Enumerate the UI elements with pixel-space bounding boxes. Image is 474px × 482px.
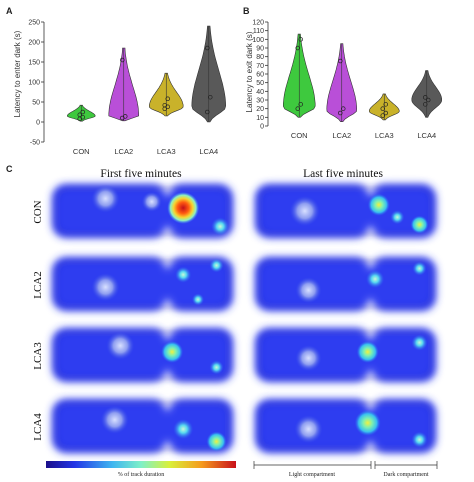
y-tick-label-a: -50: [30, 140, 40, 147]
y-tick-label-b: 110: [253, 28, 264, 35]
data-point-b: [423, 102, 428, 107]
y-tick-label-b: 80: [256, 54, 264, 61]
data-point-a: [122, 114, 128, 119]
y-tick-label-b: 70: [256, 63, 264, 70]
category-label-lca4-b: LCA4: [417, 131, 436, 140]
data-point-a: [205, 45, 210, 51]
data-point-a: [165, 96, 171, 102]
heatmap-cell-lca3-first: [52, 328, 234, 382]
y-axis-label-a: Latency to enter dark (s): [13, 30, 22, 117]
category-label-lca3-b: LCA3: [375, 131, 394, 140]
data-point-a: [162, 102, 168, 108]
heatmap-grid: First five minutes Last five minutes CON…: [32, 168, 438, 478]
data-point-b: [338, 58, 343, 64]
data-point-a: [80, 109, 85, 115]
y-tick-label-a: 250: [28, 20, 40, 27]
data-point-b: [341, 106, 346, 111]
y-tick-label-a: 200: [28, 40, 40, 47]
row-label-lca3: LCA3: [32, 342, 44, 370]
y-tick-label-a: 150: [28, 60, 40, 67]
y-axis-label-b: Latency to exit dark (s): [245, 31, 254, 112]
panel-letter-b: B: [243, 6, 250, 16]
category-label-con-a: CON: [73, 147, 90, 156]
light-compartment-label: Light compartment: [289, 472, 335, 478]
category-label-lca3-a: LCA3: [157, 147, 176, 156]
violin-chart-a: Latency to enter dark (s) -50 0 50 100 150 20…: [13, 20, 227, 156]
heatmap-cell-lca4-first: [52, 399, 234, 453]
data-point-a: [80, 114, 85, 120]
data-point-b: [383, 110, 389, 116]
data-point-b: [383, 102, 389, 107]
y-tick-label-a: 50: [32, 100, 40, 107]
data-point-b: [295, 106, 301, 111]
category-label-lca2-b: LCA2: [332, 131, 351, 140]
data-point-b: [380, 113, 386, 118]
heatmap-cell-lca3-last: [255, 328, 437, 382]
y-tick-label-b: 20: [256, 106, 264, 113]
heatmap-cell-lca2-last: [255, 257, 437, 311]
y-tick-label-b: 10: [256, 115, 264, 122]
heatmap-cell-con-first: [52, 184, 234, 238]
y-tick-label-b: 50: [256, 80, 264, 87]
data-point-b: [298, 37, 304, 42]
data-point-b: [338, 110, 343, 116]
row-label-lca2: LCA2: [32, 271, 44, 299]
data-point-a: [119, 57, 125, 63]
heatmap-cell-con-last: [255, 184, 437, 238]
row-label-con: CON: [32, 200, 44, 223]
y-tick-label-b: 90: [256, 46, 264, 53]
y-tick-label-b: 0: [260, 124, 264, 131]
data-point-b: [380, 106, 386, 111]
panel-letter-c: C: [6, 164, 13, 174]
column-title-last: Last five minutes: [303, 168, 383, 180]
colorbar: [46, 461, 236, 468]
data-point-a: [77, 112, 82, 118]
heatmap-cell-lca2-first: [52, 257, 234, 311]
data-point-b: [298, 102, 304, 107]
data-point-a: [208, 94, 213, 100]
data-point-b: [295, 45, 301, 51]
data-point-b: [426, 97, 431, 103]
colorbar-label: % of track duration: [118, 471, 164, 478]
data-point-b: [423, 95, 428, 100]
y-tick-label-b: 40: [256, 89, 264, 96]
category-label-lca4-a: LCA4: [199, 147, 218, 156]
dark-compartment-label: Dark compartment: [383, 472, 428, 478]
category-label-lca2-a: LCA2: [114, 147, 133, 156]
y-tick-label-b: 100: [252, 37, 264, 44]
row-label-lca4: LCA4: [32, 413, 44, 441]
heatmap-cell-lca4-last: [255, 399, 437, 453]
compartment-brackets: [253, 461, 438, 469]
y-tick-label-b: 60: [256, 72, 264, 79]
column-title-first: First five minutes: [100, 168, 182, 180]
y-tick-label-a: 100: [28, 80, 40, 87]
category-label-con-b: CON: [291, 131, 308, 140]
panel-letter-a: A: [6, 6, 13, 16]
data-point-a: [205, 109, 210, 115]
y-tick-label-b: 30: [256, 98, 264, 105]
y-tick-label-a: 0: [36, 120, 40, 127]
y-tick-label-b: 120: [252, 20, 264, 27]
